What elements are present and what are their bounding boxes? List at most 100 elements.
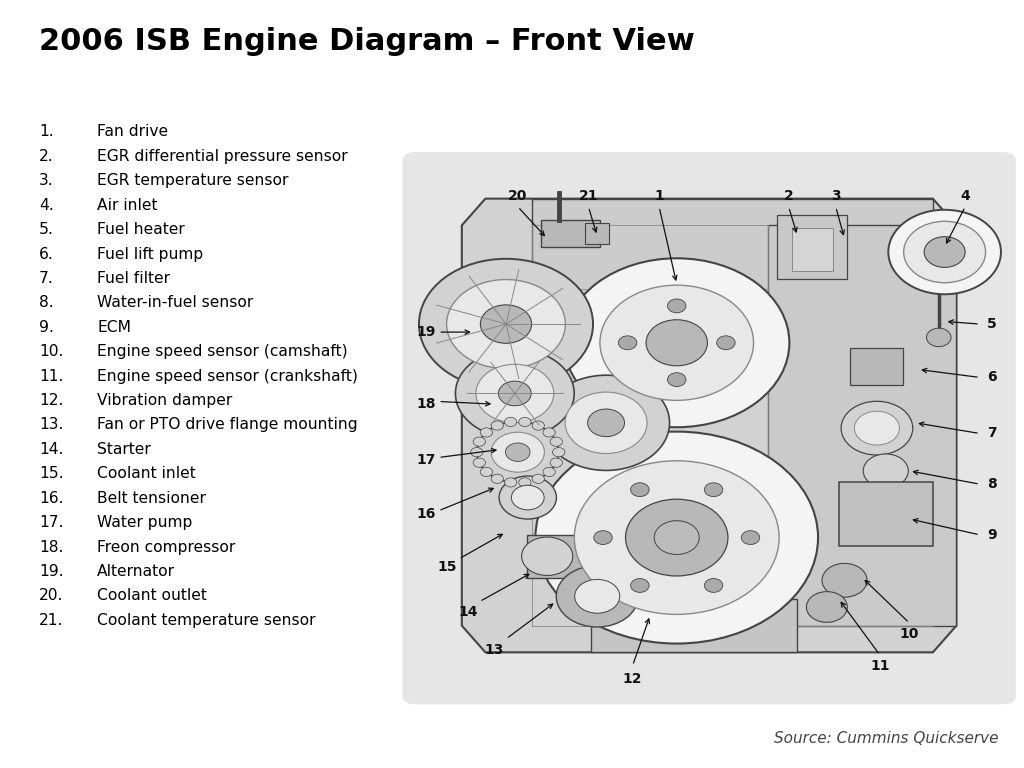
Text: Coolant inlet: Coolant inlet [97,466,196,482]
Text: 17.: 17. [39,515,63,530]
Text: 2006 ISB Engine Diagram – Front View: 2006 ISB Engine Diagram – Front View [39,27,694,56]
Text: 9.: 9. [39,319,54,335]
Circle shape [480,305,531,343]
Text: 3.: 3. [39,174,53,188]
Text: Water pump: Water pump [97,515,193,530]
Circle shape [553,448,565,457]
Text: 7.: 7. [39,271,53,286]
Text: Air inlet: Air inlet [97,197,158,213]
Text: 6: 6 [987,370,996,385]
Text: 21.: 21. [39,613,63,628]
Text: 5.: 5. [39,222,54,237]
Circle shape [631,578,649,592]
Text: 16.: 16. [39,491,63,506]
Circle shape [705,578,723,592]
Text: 19: 19 [417,325,436,339]
Text: 10.: 10. [39,344,63,359]
Text: 2.: 2. [39,149,53,164]
Circle shape [532,421,545,430]
Circle shape [594,531,612,545]
Text: 4: 4 [961,189,970,203]
Text: 13.: 13. [39,418,63,432]
Bar [542,220,600,247]
Circle shape [588,409,625,437]
Circle shape [543,467,555,476]
Circle shape [550,437,562,446]
Circle shape [841,401,912,455]
Polygon shape [532,199,933,295]
Text: Fan drive: Fan drive [97,124,168,140]
Bar [526,535,597,578]
Circle shape [646,319,708,366]
Circle shape [511,485,544,510]
Circle shape [499,476,556,519]
Circle shape [550,458,562,467]
Bar [839,482,933,545]
Text: 18: 18 [417,397,436,411]
Circle shape [705,483,723,497]
Text: 8: 8 [987,477,996,492]
Circle shape [654,521,699,554]
Circle shape [574,579,620,613]
Text: 14.: 14. [39,442,63,457]
Text: 18.: 18. [39,540,63,554]
Circle shape [543,376,670,471]
Circle shape [807,591,848,622]
Polygon shape [592,599,798,652]
Circle shape [903,221,985,283]
Text: 16: 16 [417,507,436,521]
Text: 3: 3 [830,189,841,203]
Circle shape [492,421,504,430]
Text: 12.: 12. [39,393,63,408]
Text: ECM: ECM [97,319,131,335]
Text: Vibration damper: Vibration damper [97,393,232,408]
Polygon shape [768,225,956,626]
Text: 12: 12 [623,672,642,686]
Text: 1: 1 [654,189,664,203]
Text: 4.: 4. [39,197,53,213]
Circle shape [924,237,965,267]
Circle shape [506,443,530,462]
Circle shape [668,372,686,386]
Circle shape [543,428,555,437]
Text: 7: 7 [987,426,996,441]
Text: 21: 21 [579,189,598,203]
Circle shape [532,474,545,483]
Text: Source: Cummins Quickserve: Source: Cummins Quickserve [774,731,998,746]
Text: 9: 9 [987,528,996,542]
Circle shape [565,392,647,454]
Circle shape [822,564,867,598]
Circle shape [521,537,572,575]
Circle shape [446,280,565,369]
Text: Belt tensioner: Belt tensioner [97,491,206,506]
Circle shape [480,467,493,476]
Text: Alternator: Alternator [97,564,175,579]
Circle shape [492,474,504,483]
Text: Fuel lift pump: Fuel lift pump [97,247,204,262]
Text: 20: 20 [508,189,527,203]
Circle shape [419,259,593,389]
Circle shape [626,499,728,576]
Text: Starter: Starter [97,442,151,457]
Text: 15: 15 [437,560,457,574]
Circle shape [556,565,638,627]
Text: Coolant outlet: Coolant outlet [97,588,207,604]
Text: Water-in-fuel sensor: Water-in-fuel sensor [97,296,254,310]
Text: 19.: 19. [39,564,63,579]
Circle shape [492,432,545,472]
Circle shape [471,448,483,457]
Circle shape [668,299,686,313]
FancyBboxPatch shape [402,152,1016,704]
Circle shape [741,531,760,545]
Text: 17: 17 [417,453,436,467]
Circle shape [564,258,790,427]
Text: EGR differential pressure sensor: EGR differential pressure sensor [97,149,348,164]
Circle shape [473,437,485,446]
Circle shape [574,461,779,614]
Circle shape [499,381,531,406]
Bar [586,223,609,244]
Circle shape [600,285,754,400]
Text: EGR temperature sensor: EGR temperature sensor [97,174,289,188]
Circle shape [717,336,735,349]
Circle shape [927,328,951,346]
